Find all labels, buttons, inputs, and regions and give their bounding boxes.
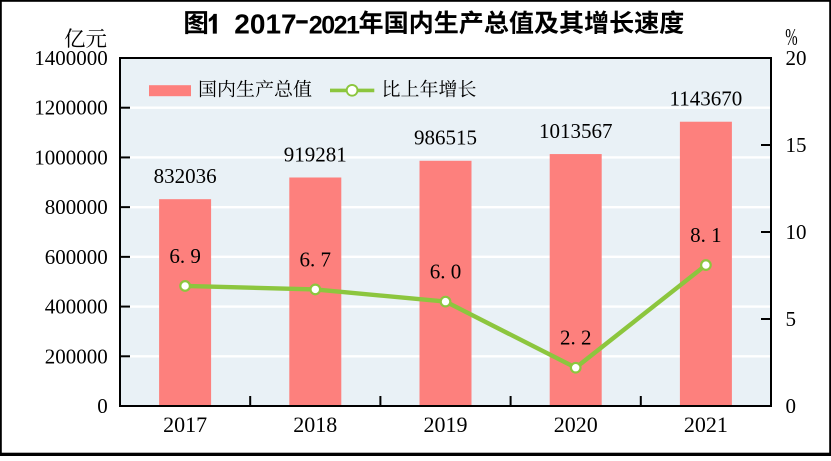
svg-text:20: 20: [786, 46, 807, 70]
svg-text:400000: 400000: [45, 295, 108, 319]
svg-text:6. 9: 6. 9: [169, 244, 201, 268]
svg-text:6. 0: 6. 0: [430, 260, 462, 284]
svg-text:1200000: 1200000: [34, 96, 108, 120]
svg-text:200000: 200000: [45, 344, 108, 368]
svg-text:6. 7: 6. 7: [300, 247, 332, 271]
svg-text:5: 5: [786, 307, 797, 331]
svg-text:986515: 986515: [414, 126, 477, 150]
svg-text:2. 2: 2. 2: [560, 326, 592, 350]
svg-text:800000: 800000: [45, 195, 108, 219]
svg-text:0: 0: [786, 394, 797, 418]
svg-text:1143670: 1143670: [670, 87, 743, 111]
svg-text:2019: 2019: [424, 412, 468, 437]
svg-text:2021: 2021: [309, 12, 360, 40]
svg-text:%: %: [785, 25, 797, 51]
svg-text:0: 0: [97, 394, 108, 418]
svg-text:2018: 2018: [293, 412, 337, 437]
svg-text:2020: 2020: [554, 412, 598, 437]
svg-text:8. 1: 8. 1: [690, 223, 722, 247]
svg-text:1400000: 1400000: [34, 46, 108, 70]
svg-text:10: 10: [786, 220, 807, 244]
svg-text:2017: 2017: [234, 9, 296, 40]
svg-text:832036: 832036: [154, 164, 217, 188]
svg-text:15: 15: [786, 133, 807, 157]
svg-text:600000: 600000: [45, 245, 108, 269]
svg-text:1013567: 1013567: [539, 119, 613, 143]
svg-text:919281: 919281: [284, 142, 347, 166]
svg-text:2017: 2017: [163, 412, 207, 437]
svg-text:2021: 2021: [684, 412, 728, 437]
svg-text:1000000: 1000000: [34, 145, 108, 169]
